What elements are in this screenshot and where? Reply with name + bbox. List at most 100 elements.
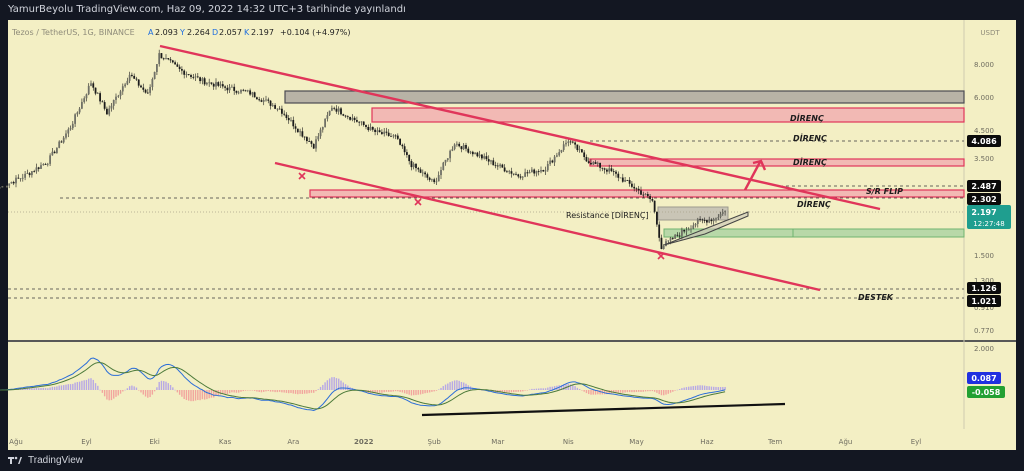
price-chart[interactable]: Tezos / TetherUS, 1G, BINANCE A 2.093 Y … (0, 20, 1024, 450)
macd-bar (290, 390, 292, 393)
macd-bar (422, 390, 424, 394)
time-axis: Ağu Eyl Eki Kas Ara 2022 Şub Mar Nis May Haz Tem Ağu… (9, 438, 921, 446)
macd-bar (390, 390, 392, 392)
candle (208, 78, 211, 87)
candle (303, 136, 306, 141)
macd-bar (40, 387, 42, 390)
tradingview-logo-icon (8, 456, 22, 464)
candle (149, 84, 151, 96)
macd-bar (444, 384, 447, 390)
macd-bar (710, 386, 713, 390)
candle (281, 105, 283, 117)
trendline-lower (274, 161, 821, 292)
candle (151, 77, 154, 91)
macd-bar (33, 388, 35, 390)
time-tick: Kas (219, 438, 232, 446)
candle (712, 217, 715, 225)
candle (508, 169, 511, 175)
macd-bar (563, 384, 565, 390)
candle (233, 83, 236, 95)
trendlines (159, 44, 881, 292)
candle (135, 76, 138, 82)
macd-bar (117, 390, 119, 396)
macd-bar (510, 390, 513, 393)
candle (283, 110, 286, 117)
zone-resistance (657, 206, 729, 221)
candle (53, 150, 56, 154)
macd-bar (408, 390, 410, 395)
candle (185, 71, 188, 78)
candle (21, 173, 24, 182)
candle (326, 111, 329, 122)
candle (465, 142, 467, 152)
candle (410, 159, 413, 171)
candle (437, 171, 440, 182)
price-tag: 4.086 (971, 137, 997, 146)
macd-bar (699, 385, 701, 390)
macd-bar (403, 390, 406, 394)
candle (46, 162, 49, 167)
macd-bar (376, 390, 379, 393)
candle (469, 150, 472, 155)
time-tick: Haz (700, 438, 714, 446)
time-axis-bg (8, 429, 1016, 450)
macd-bar (156, 387, 158, 390)
candle (356, 116, 358, 123)
candle (83, 96, 86, 104)
macd-bar (578, 388, 581, 390)
candle (678, 232, 681, 240)
macd-bar (294, 390, 297, 394)
candle (183, 69, 186, 79)
macd-bar (692, 386, 694, 390)
macd-bar (656, 390, 658, 393)
macd-bar (331, 377, 333, 390)
macd-bar (644, 390, 647, 392)
macd-bar (188, 390, 190, 401)
price-tick: 1.300 (974, 277, 994, 285)
candle (440, 166, 442, 180)
candle (292, 116, 295, 130)
macd-bar (635, 390, 638, 393)
macd-bar (278, 390, 281, 392)
macd-bar (428, 390, 431, 393)
macd-bar (208, 390, 210, 399)
macd-bar (378, 390, 381, 393)
candle (176, 62, 179, 67)
candle (269, 100, 272, 110)
macd-bar (26, 388, 29, 390)
candle (240, 89, 242, 94)
candle (71, 120, 74, 131)
label-direnc-1: DİRENÇ (790, 113, 824, 123)
candle (656, 211, 658, 227)
macd-bar (74, 382, 76, 390)
macd-bar (435, 390, 438, 391)
candle (206, 81, 208, 86)
macd-bar (647, 390, 649, 392)
candle (692, 222, 695, 230)
candle (524, 168, 526, 178)
candle (535, 170, 538, 177)
candle (631, 180, 633, 189)
macd-bar (181, 390, 183, 397)
macd-bar (456, 380, 458, 390)
macd-bar (631, 390, 633, 393)
label-direnc-4: DİRENÇ (797, 199, 831, 209)
candle (646, 191, 649, 199)
candle (194, 73, 197, 81)
macd-bar (713, 386, 715, 390)
candle (462, 143, 465, 151)
candle (485, 152, 488, 162)
macd-bar (719, 387, 722, 390)
candle (640, 186, 642, 196)
price-tag-bg (967, 282, 1001, 294)
candle (62, 136, 65, 144)
macd-bar (424, 390, 426, 394)
candle (108, 105, 111, 117)
candle (369, 123, 372, 131)
macd-bar (388, 390, 390, 392)
macd-bar (31, 388, 33, 390)
candle (8, 183, 11, 189)
macd-bar (267, 390, 269, 392)
macd-bar (310, 390, 313, 393)
candle (665, 238, 667, 247)
